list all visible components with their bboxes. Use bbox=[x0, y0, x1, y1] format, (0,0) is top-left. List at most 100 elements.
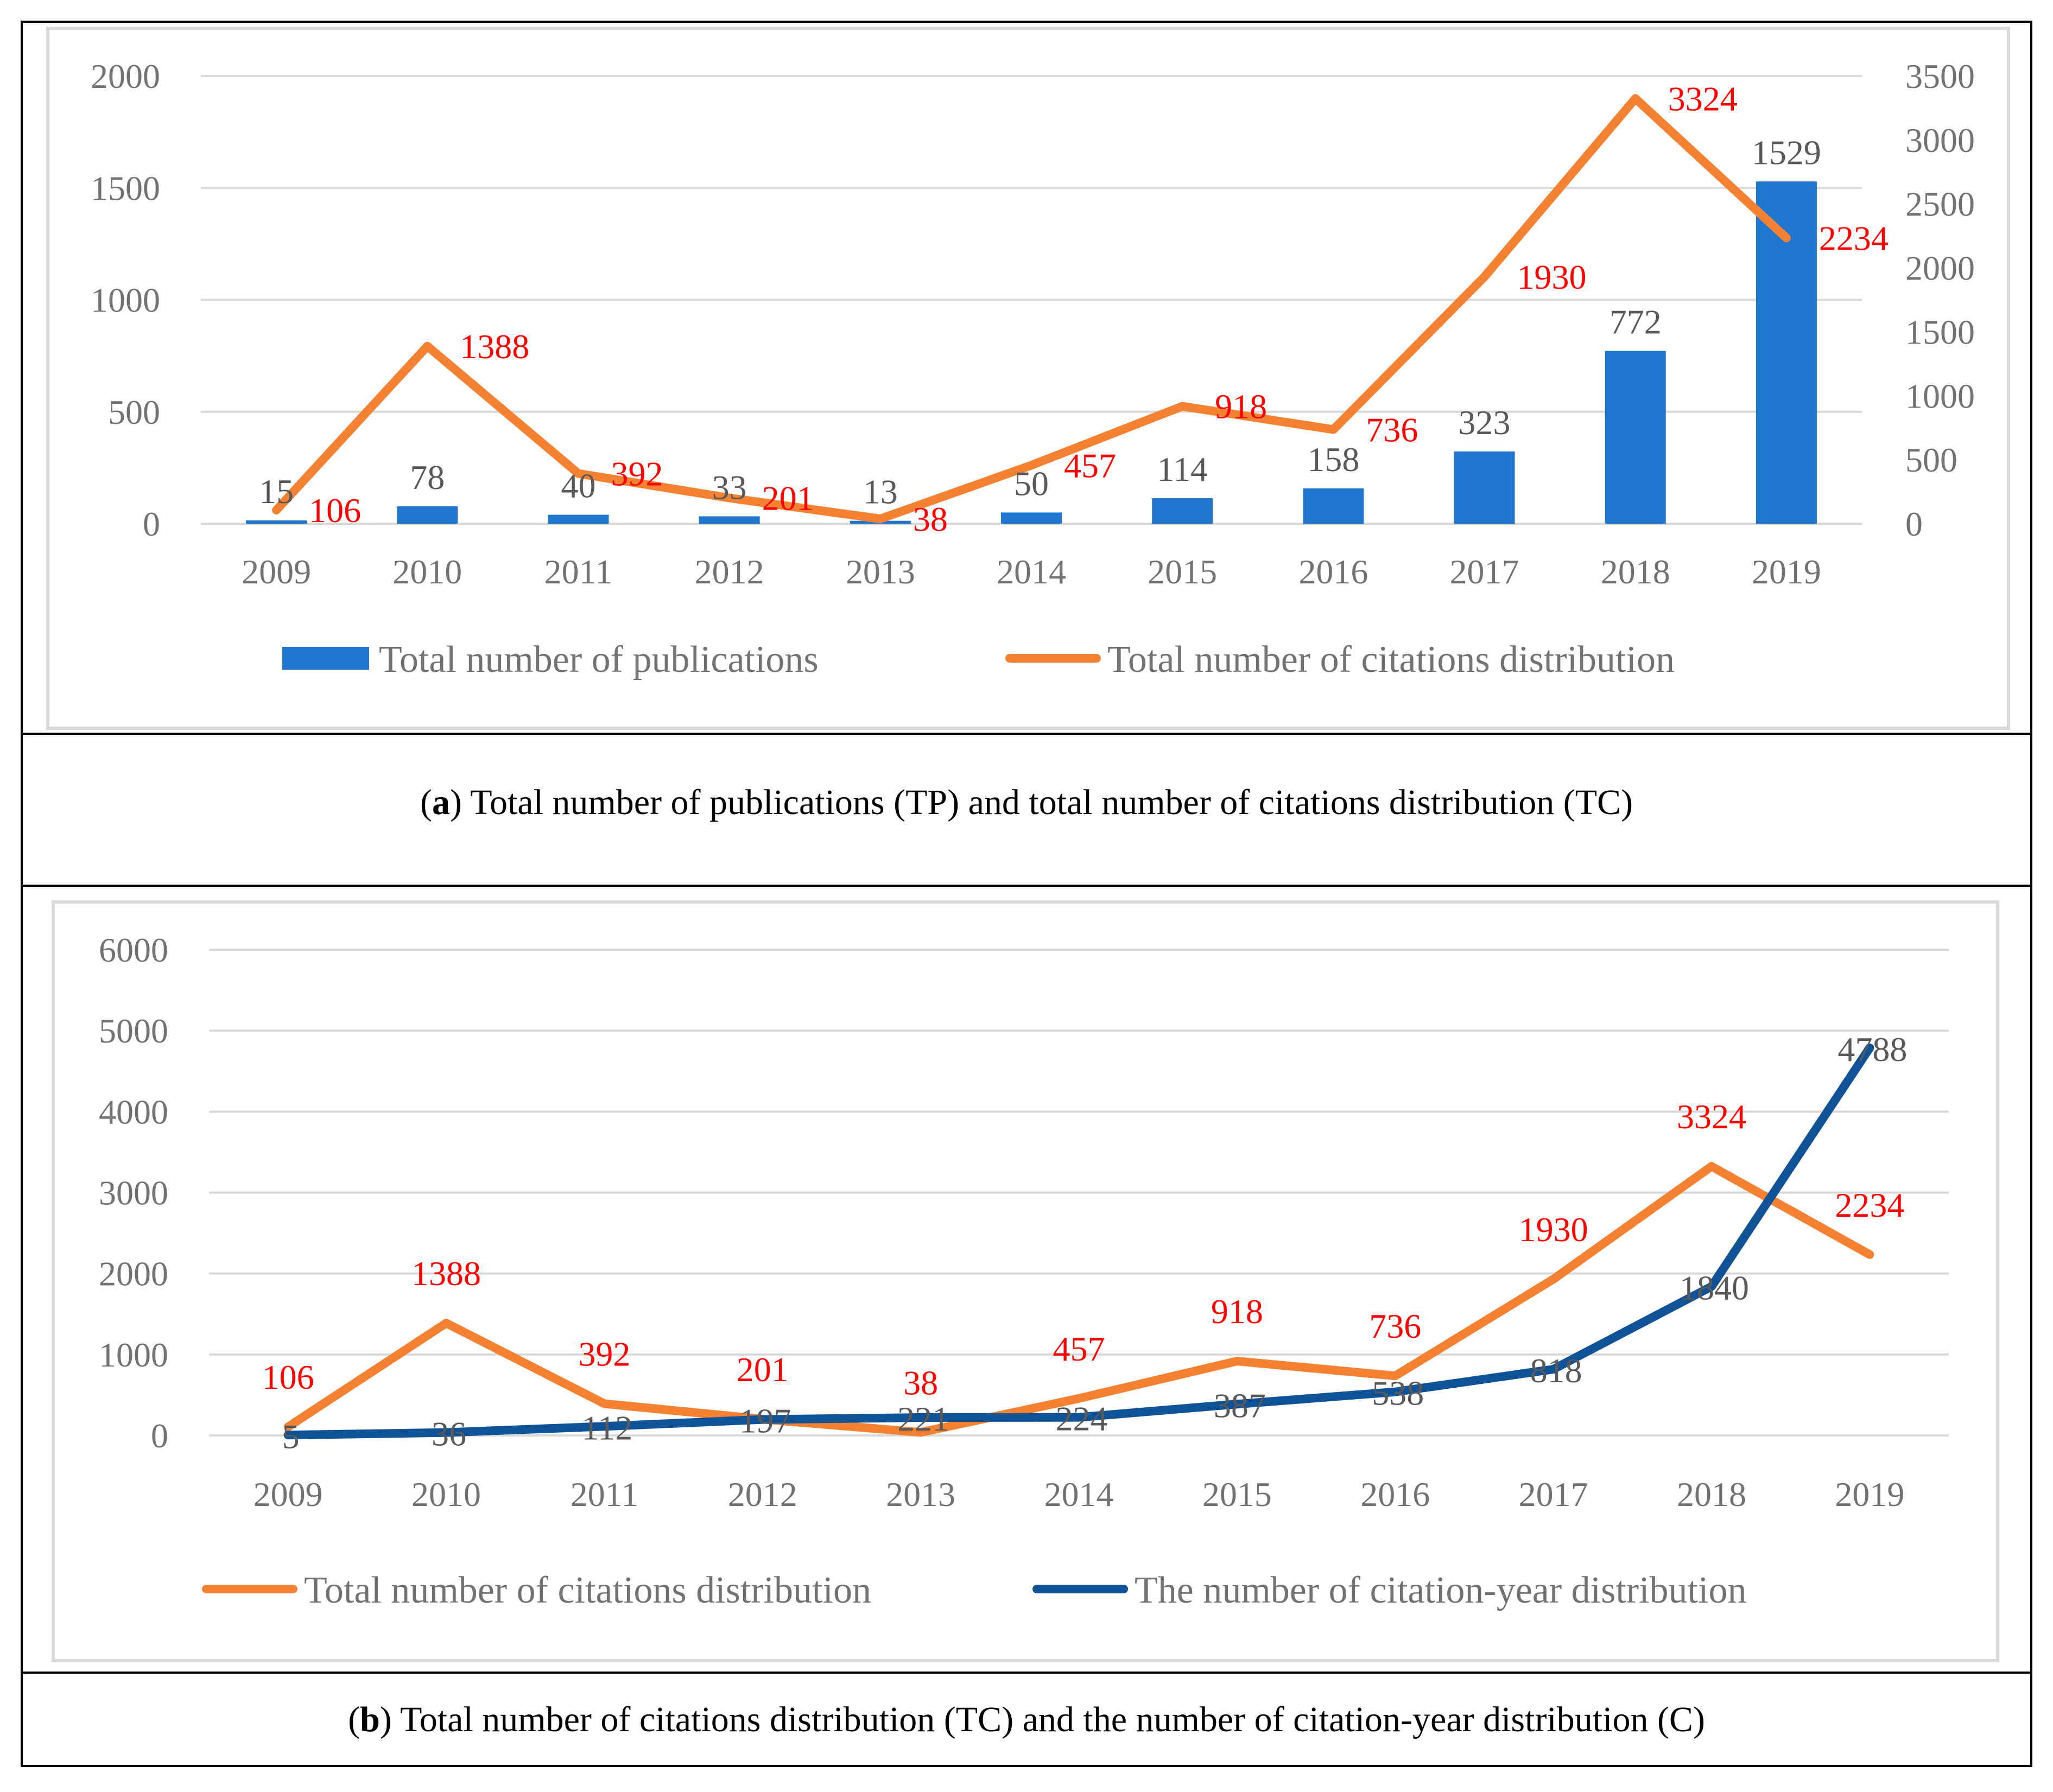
point-citations bbox=[1235, 1359, 1239, 1363]
y-tick-label: 4000 bbox=[99, 1092, 168, 1131]
bar-publications bbox=[548, 514, 609, 524]
legend-label-citations: Total number of citations distribution bbox=[304, 1569, 871, 1611]
bar-publications bbox=[1605, 351, 1666, 524]
point-citations bbox=[286, 1425, 290, 1429]
x-tick-label: 2015 bbox=[1148, 552, 1217, 591]
data-label-publications: 33 bbox=[712, 468, 747, 506]
legend-label-citation-year: The number of citation-year distribution bbox=[1135, 1569, 1746, 1611]
caption-a-text: Total number of publications (TP) and to… bbox=[470, 783, 1633, 822]
line-citation-year bbox=[283, 1043, 1874, 1440]
data-label-publications: 323 bbox=[1459, 403, 1511, 442]
data-label-citations: 1388 bbox=[411, 1254, 481, 1293]
y-tick-label: 3000 bbox=[99, 1174, 168, 1212]
x-tick-label: 2012 bbox=[728, 1475, 797, 1514]
caption-a-letter: a bbox=[432, 783, 450, 822]
caption-b-letter: b bbox=[360, 1700, 380, 1739]
point-citation-year bbox=[445, 1431, 448, 1434]
data-label-citation-year: 387 bbox=[1214, 1386, 1266, 1425]
data-label-citations: 1388 bbox=[460, 327, 529, 366]
data-label-publications: 13 bbox=[863, 473, 898, 511]
point-citations bbox=[1077, 1396, 1081, 1400]
x-tick-label: 2009 bbox=[254, 1475, 323, 1514]
data-label-citations: 392 bbox=[578, 1335, 630, 1374]
x-tick-label: 2019 bbox=[1752, 552, 1821, 591]
data-label-citations: 106 bbox=[262, 1358, 314, 1396]
caption-b: (b) Total number of citations distributi… bbox=[348, 1700, 1705, 1739]
data-label-publications: 1529 bbox=[1752, 133, 1821, 171]
bar-publications bbox=[1152, 498, 1213, 524]
caption-a: (a) Total number of publications (TP) an… bbox=[420, 783, 1633, 822]
data-label-citation-year: 197 bbox=[739, 1402, 791, 1440]
data-label-citation-year: 4788 bbox=[1837, 1030, 1907, 1069]
x-tick-label: 2009 bbox=[242, 552, 311, 591]
point-citation-year bbox=[761, 1418, 764, 1421]
point-citations bbox=[878, 517, 882, 521]
data-label-citations: 1930 bbox=[1517, 258, 1587, 296]
data-label-citations: 918 bbox=[1211, 1292, 1263, 1331]
line-citations bbox=[283, 1162, 1874, 1437]
data-label-citations: 1930 bbox=[1519, 1210, 1588, 1249]
chart-a: 0 500 1000 1500 2000 0 500 1000 1500 2000 2500 3000… bbox=[91, 57, 1975, 681]
point-citation-year bbox=[1393, 1390, 1397, 1394]
y-tick-label: 2000 bbox=[99, 1255, 168, 1293]
legend-label-citations: Total number of citations distribution bbox=[1107, 639, 1675, 681]
data-label-citation-year: 221 bbox=[897, 1400, 949, 1438]
data-label-citation-year: 538 bbox=[1372, 1374, 1424, 1413]
data-label-citation-year: 1840 bbox=[1680, 1269, 1749, 1307]
caption-b-text: Total number of citations distribution (… bbox=[400, 1700, 1705, 1739]
x-tick-label: 2014 bbox=[1044, 1475, 1114, 1514]
data-label-publications: 50 bbox=[1014, 464, 1049, 503]
data-label-citations: 457 bbox=[1064, 446, 1116, 485]
x-tick-label: 2010 bbox=[392, 552, 462, 591]
y-left-tick-label: 0 bbox=[143, 505, 160, 543]
y-tick-label: 5000 bbox=[99, 1012, 168, 1050]
x-tick-label: 2015 bbox=[1202, 1475, 1272, 1514]
point-citations bbox=[445, 1321, 448, 1325]
data-label-citations: 201 bbox=[762, 479, 814, 518]
x-tick-label: 2018 bbox=[1677, 1475, 1746, 1514]
point-citation-year bbox=[1868, 1046, 1872, 1050]
x-tick-label: 2011 bbox=[544, 552, 613, 591]
data-label-citation-year: 112 bbox=[582, 1408, 633, 1447]
bar-publications bbox=[1303, 488, 1364, 524]
data-label-publications: 114 bbox=[1157, 450, 1208, 488]
y-right-tick-label: 500 bbox=[1905, 441, 1957, 479]
bar-publications bbox=[1454, 451, 1515, 524]
y-right-tick-label: 3000 bbox=[1905, 121, 1975, 160]
data-label-publications: 78 bbox=[410, 458, 445, 497]
data-label-citations: 2234 bbox=[1835, 1186, 1904, 1224]
point-citations bbox=[919, 1431, 923, 1434]
bar-publications bbox=[699, 516, 760, 524]
x-tick-label: 2017 bbox=[1519, 1475, 1588, 1514]
point-citations bbox=[275, 509, 278, 512]
x-tick-label: 2019 bbox=[1835, 1475, 1904, 1514]
point-citations bbox=[426, 344, 429, 348]
data-label-publications: 40 bbox=[561, 467, 595, 505]
y-right-tick-label: 3500 bbox=[1905, 57, 1975, 96]
chart-a-border bbox=[46, 27, 2010, 730]
y-tick-label: 0 bbox=[151, 1416, 168, 1455]
point-citation-year bbox=[603, 1425, 606, 1428]
data-label-citations: 457 bbox=[1053, 1330, 1105, 1368]
point-citations bbox=[1868, 1253, 1872, 1256]
y-left-tick-label: 1500 bbox=[91, 169, 160, 207]
point-citation-year bbox=[1077, 1415, 1081, 1419]
data-label-citations: 38 bbox=[913, 500, 948, 538]
data-label-citations: 3324 bbox=[1668, 79, 1738, 118]
legend-swatch-publications bbox=[282, 647, 369, 670]
bar-publications bbox=[246, 520, 307, 524]
point-citations bbox=[1482, 275, 1486, 279]
data-label-citations: 38 bbox=[903, 1363, 938, 1402]
chart-b: 0 1000 2000 3000 4000 5000 6000 2009 2010 2011 201… bbox=[99, 931, 1949, 1611]
x-tick-label: 2013 bbox=[846, 552, 915, 591]
data-label-citation-year: 224 bbox=[1056, 1400, 1108, 1438]
y-right-tick-label: 1500 bbox=[1905, 313, 1975, 351]
x-tick-label: 2018 bbox=[1601, 552, 1670, 591]
y-right-tick-label: 0 bbox=[1905, 505, 1923, 543]
x-tick-label: 2010 bbox=[411, 1475, 481, 1514]
data-label-citations: 736 bbox=[1369, 1307, 1421, 1345]
y-left-tick-label: 500 bbox=[108, 393, 160, 431]
y-right-tick-label: 2000 bbox=[1905, 249, 1975, 288]
point-citation-year bbox=[919, 1416, 923, 1420]
x-tick-label: 2014 bbox=[997, 552, 1066, 591]
